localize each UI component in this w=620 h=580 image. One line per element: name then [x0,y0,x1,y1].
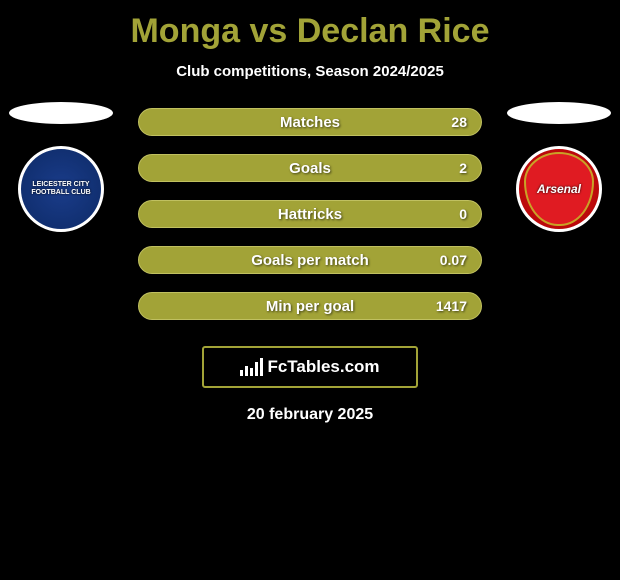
right-team-crest-icon [516,146,602,232]
stat-label: Goals per match [251,252,369,269]
left-player-oval [9,102,113,124]
comparison-panel: Matches 28 Goals 2 Hattricks 0 Goals per… [0,108,620,424]
stat-value-right: 0 [459,206,467,222]
date-text: 20 february 2025 [0,406,620,424]
stat-row-matches: Matches 28 [138,108,482,136]
stat-label: Min per goal [266,298,354,315]
page-title: Monga vs Declan Rice [0,0,620,51]
stat-value-right: 2 [459,160,467,176]
stat-label: Goals [289,160,331,177]
chart-bars-icon [240,358,263,376]
stat-rows: Matches 28 Goals 2 Hattricks 0 Goals per… [138,108,482,320]
branding-box: FcTables.com [202,346,418,388]
stat-row-goals: Goals 2 [138,154,482,182]
right-player-column [504,102,614,232]
stat-label: Hattricks [278,206,342,223]
stat-value-right: 1417 [436,298,467,314]
stat-label: Matches [280,114,340,131]
stat-value-right: 28 [451,114,467,130]
right-player-oval [507,102,611,124]
stat-value-right: 0.07 [440,252,467,268]
left-player-column [6,102,116,232]
stat-row-min-per-goal: Min per goal 1417 [138,292,482,320]
stat-row-hattricks: Hattricks 0 [138,200,482,228]
subtitle: Club competitions, Season 2024/2025 [0,63,620,80]
stat-row-goals-per-match: Goals per match 0.07 [138,246,482,274]
branding-text: FcTables.com [267,357,379,377]
left-team-crest-icon [18,146,104,232]
